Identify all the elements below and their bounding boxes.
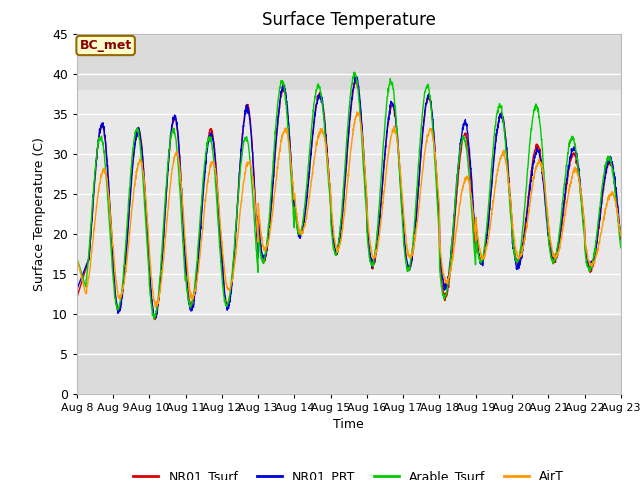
- Arable_Tsurf: [617, 245, 625, 251]
- NR01_Tsurf: [377, 204, 385, 210]
- NR01_PRT: [508, 209, 515, 215]
- NR01_PRT: [584, 259, 592, 265]
- Line: AirT: AirT: [77, 112, 621, 307]
- Y-axis label: Surface Temperature (C): Surface Temperature (C): [33, 137, 46, 290]
- Arable_Tsurf: [73, 255, 81, 261]
- Arable_Tsurf: [508, 218, 515, 224]
- Line: NR01_PRT: NR01_PRT: [77, 76, 621, 318]
- NR01_Tsurf: [365, 242, 372, 248]
- NR01_Tsurf: [508, 210, 515, 216]
- NR01_Tsurf: [151, 317, 159, 323]
- AirT: [73, 255, 81, 261]
- Arable_Tsurf: [150, 316, 157, 322]
- AirT: [353, 109, 361, 115]
- Arable_Tsurf: [225, 298, 232, 303]
- Bar: [77, 34, 621, 90]
- Arable_Tsurf: [584, 265, 592, 271]
- NR01_PRT: [73, 287, 81, 292]
- NR01_Tsurf: [353, 77, 360, 83]
- Arable_Tsurf: [351, 69, 358, 75]
- NR01_PRT: [377, 202, 385, 208]
- NR01_PRT: [570, 145, 577, 151]
- Legend: NR01_Tsurf, NR01_PRT, Arable_Tsurf, AirT: NR01_Tsurf, NR01_PRT, Arable_Tsurf, AirT: [129, 465, 569, 480]
- Arable_Tsurf: [365, 249, 372, 254]
- NR01_PRT: [617, 235, 625, 240]
- Arable_Tsurf: [377, 181, 385, 187]
- AirT: [584, 258, 592, 264]
- Arable_Tsurf: [570, 134, 577, 140]
- NR01_Tsurf: [73, 295, 81, 300]
- X-axis label: Time: Time: [333, 418, 364, 431]
- NR01_PRT: [225, 302, 232, 308]
- AirT: [377, 221, 385, 227]
- NR01_Tsurf: [584, 263, 592, 269]
- NR01_PRT: [365, 241, 372, 247]
- AirT: [152, 304, 159, 310]
- AirT: [570, 168, 577, 174]
- AirT: [225, 288, 232, 293]
- Line: Arable_Tsurf: Arable_Tsurf: [77, 72, 621, 319]
- AirT: [508, 205, 515, 211]
- NR01_PRT: [351, 73, 359, 79]
- AirT: [365, 227, 372, 232]
- NR01_PRT: [152, 315, 160, 321]
- NR01_Tsurf: [225, 300, 232, 305]
- NR01_Tsurf: [617, 236, 625, 242]
- Title: Surface Temperature: Surface Temperature: [262, 11, 436, 29]
- AirT: [617, 233, 625, 239]
- Bar: [77, 313, 621, 394]
- Text: BC_met: BC_met: [79, 39, 132, 52]
- NR01_Tsurf: [570, 151, 577, 156]
- Line: NR01_Tsurf: NR01_Tsurf: [77, 80, 621, 320]
